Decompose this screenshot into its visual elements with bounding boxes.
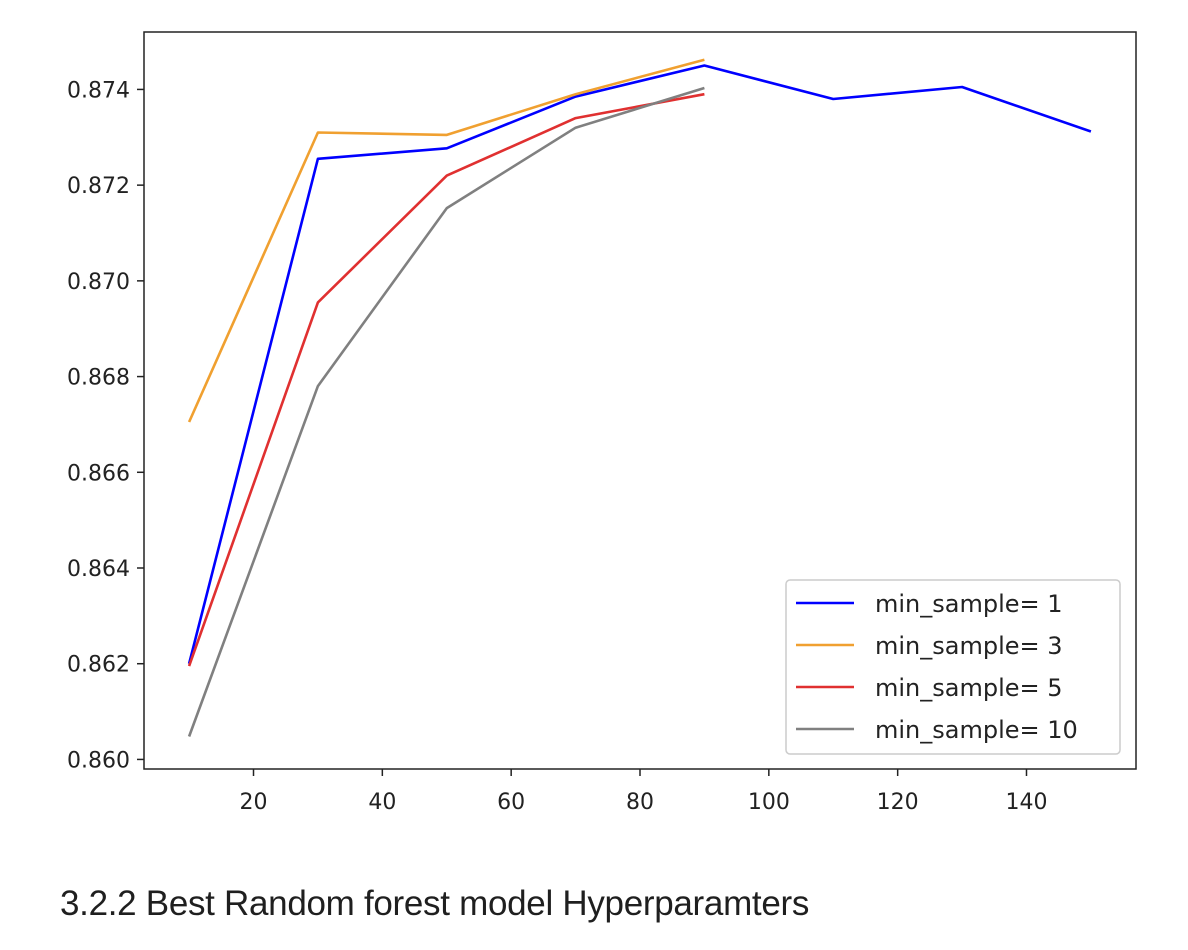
series-line-2 bbox=[187, 58, 705, 423]
y-tick-label: 0.864 bbox=[67, 557, 130, 582]
x-tick-label: 40 bbox=[368, 790, 396, 815]
series-line-3 bbox=[187, 92, 705, 667]
y-tick-label: 0.870 bbox=[67, 270, 130, 295]
y-tick-label: 0.866 bbox=[67, 461, 130, 486]
series-line-1 bbox=[187, 64, 1092, 665]
legend-label: min_sample= 5 bbox=[875, 674, 1063, 702]
x-tick-label: 120 bbox=[877, 790, 919, 815]
line-chart: 20 40 60 80 100 120 140 0.8600.8620.8640.8660.… bbox=[67, 31, 1137, 815]
x-tick-label: 140 bbox=[1005, 790, 1047, 815]
section-heading: 3.2.2 Best Random forest model Hyperpara… bbox=[60, 884, 810, 923]
legend-label: min_sample= 10 bbox=[875, 716, 1078, 744]
x-tick-label: 100 bbox=[748, 790, 790, 815]
y-tick-label: 0.862 bbox=[67, 653, 130, 678]
y-tick-label: 0.872 bbox=[67, 174, 130, 199]
legend-box bbox=[785, 579, 1121, 755]
y-tick-label: 0.874 bbox=[67, 78, 130, 103]
x-tick-label: 80 bbox=[626, 790, 654, 815]
y-tick-label: 0.860 bbox=[67, 748, 130, 773]
series-line-4 bbox=[187, 86, 705, 737]
legend: min_sample= 1 min_sample= 3 min_sample= 5 m… bbox=[785, 579, 1121, 755]
series-lines bbox=[187, 58, 1092, 737]
y-tick-label: 0.868 bbox=[67, 366, 130, 391]
x-tick-label: 60 bbox=[497, 790, 525, 815]
legend-label: min_sample= 3 bbox=[875, 632, 1063, 660]
x-axis-ticks: 20 40 60 80 100 120 140 bbox=[240, 769, 1047, 815]
y-axis-ticks: 0.860 0.862 0.864 0.866 0.868 0.870 0.872 0.874 bbox=[67, 78, 144, 773]
legend-label: min_sample= 1 bbox=[875, 590, 1063, 618]
x-tick-label: 20 bbox=[240, 790, 268, 815]
plot-area-frame bbox=[143, 31, 1137, 770]
